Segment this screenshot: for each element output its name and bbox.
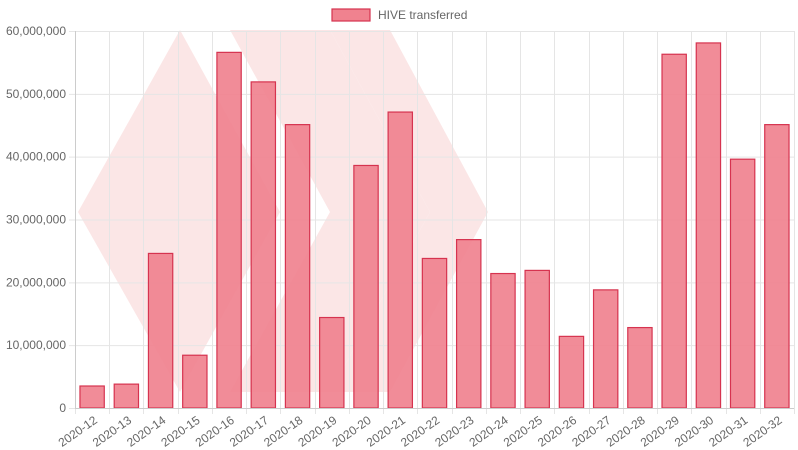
y-tick-label: 0 bbox=[59, 401, 66, 415]
y-axis-ticks: 0 10,000,000 20,000,000 30,000,000 40,000,00… bbox=[6, 24, 66, 415]
bar-2020-23[interactable] bbox=[455, 239, 482, 409]
bar-2020-25[interactable] bbox=[524, 269, 550, 409]
bar-2020-30[interactable] bbox=[695, 42, 722, 409]
x-axis-ticks: 2020-122020-132020-142020-152020-162020-… bbox=[56, 413, 785, 450]
x-tick-label: 2020-32 bbox=[740, 413, 784, 450]
legend-swatch[interactable] bbox=[331, 8, 371, 22]
bar-2020-15[interactable] bbox=[182, 354, 208, 409]
bar-2020-21[interactable] bbox=[387, 111, 414, 409]
bar-2020-13[interactable] bbox=[113, 383, 140, 409]
bar-2020-28[interactable] bbox=[627, 326, 653, 409]
y-tick-label: 20,000,000 bbox=[6, 275, 66, 289]
y-tick-label: 40,000,000 bbox=[6, 150, 66, 164]
y-tick-label: 30,000,000 bbox=[6, 213, 66, 227]
bars bbox=[79, 42, 790, 409]
bar-2020-12[interactable] bbox=[79, 385, 105, 409]
y-tick-label: 60,000,000 bbox=[6, 24, 66, 38]
legend-label-hive-transferred[interactable]: HIVE transferred bbox=[378, 8, 467, 22]
axes bbox=[75, 31, 794, 409]
bar-2020-27[interactable] bbox=[592, 289, 619, 409]
y-tick-label: 10,000,000 bbox=[6, 338, 66, 352]
bar-2020-18[interactable] bbox=[284, 124, 311, 409]
bar-2020-24[interactable] bbox=[490, 272, 516, 409]
bar-2020-14[interactable] bbox=[147, 252, 174, 409]
bar-2020-29[interactable] bbox=[661, 53, 687, 409]
bar-2020-31[interactable] bbox=[729, 158, 756, 409]
legend[interactable]: HIVE transferred bbox=[331, 8, 467, 22]
gridlines bbox=[69, 31, 795, 414]
bar-2020-17[interactable] bbox=[250, 81, 277, 409]
bar-2020-32[interactable] bbox=[764, 124, 790, 409]
bar-2020-26[interactable] bbox=[558, 335, 585, 409]
y-tick-label: 50,000,000 bbox=[6, 87, 66, 101]
bar-2020-19[interactable] bbox=[319, 316, 345, 409]
bar-2020-22[interactable] bbox=[421, 257, 448, 409]
bar-2020-16[interactable] bbox=[216, 51, 242, 409]
bar-2020-20[interactable] bbox=[353, 164, 379, 409]
